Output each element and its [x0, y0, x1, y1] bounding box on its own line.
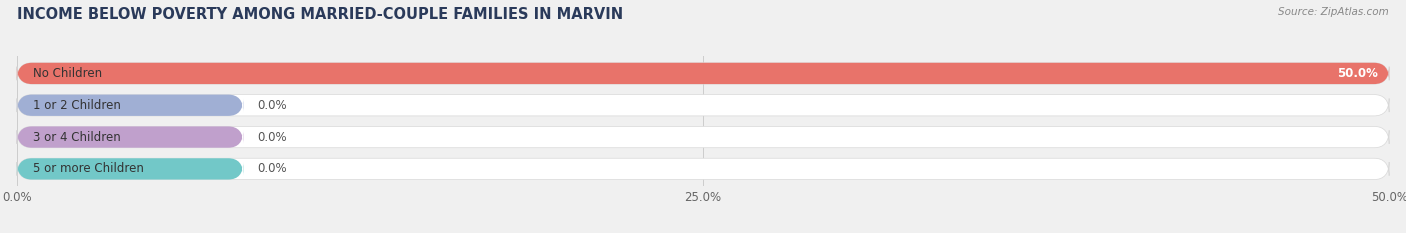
Text: Source: ZipAtlas.com: Source: ZipAtlas.com	[1278, 7, 1389, 17]
Text: 5 or more Children: 5 or more Children	[34, 162, 145, 175]
Text: 0.0%: 0.0%	[257, 99, 287, 112]
Text: No Children: No Children	[34, 67, 103, 80]
FancyBboxPatch shape	[17, 95, 243, 116]
FancyBboxPatch shape	[17, 95, 1389, 116]
FancyBboxPatch shape	[17, 63, 1389, 84]
FancyBboxPatch shape	[17, 127, 1389, 148]
Text: 0.0%: 0.0%	[257, 130, 287, 144]
FancyBboxPatch shape	[17, 63, 1389, 84]
Text: 0.0%: 0.0%	[257, 162, 287, 175]
Text: 3 or 4 Children: 3 or 4 Children	[34, 130, 121, 144]
FancyBboxPatch shape	[17, 158, 1389, 180]
FancyBboxPatch shape	[17, 127, 243, 148]
Text: 1 or 2 Children: 1 or 2 Children	[34, 99, 121, 112]
Text: INCOME BELOW POVERTY AMONG MARRIED-COUPLE FAMILIES IN MARVIN: INCOME BELOW POVERTY AMONG MARRIED-COUPL…	[17, 7, 623, 22]
FancyBboxPatch shape	[17, 158, 243, 180]
Text: 50.0%: 50.0%	[1337, 67, 1378, 80]
